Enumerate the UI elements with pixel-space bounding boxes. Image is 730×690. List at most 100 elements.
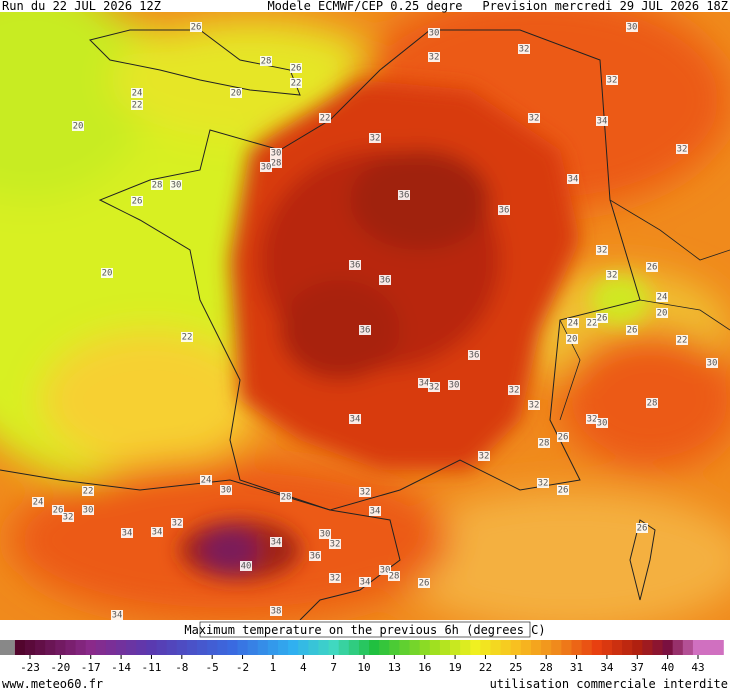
temperature-label: 24 (201, 476, 212, 486)
temperature-label: 26 (558, 486, 569, 496)
label-box (131, 88, 143, 98)
scale-cell (116, 640, 127, 655)
scale-cell (611, 640, 623, 655)
temperature-label: 30 (627, 23, 638, 33)
temperature-label: 28 (389, 572, 400, 582)
scale-cell (136, 640, 147, 655)
label-box (518, 44, 530, 54)
temperature-label: 26 (132, 197, 143, 207)
scale-cell (247, 640, 259, 655)
temperature-label: 30 (380, 566, 391, 576)
scale-cell (267, 640, 279, 655)
label-box (567, 174, 579, 184)
scale-cell (105, 640, 117, 655)
temperature-label: 26 (647, 263, 658, 273)
tick-label: 28 (540, 661, 553, 674)
label-box (596, 418, 608, 428)
label-box (379, 275, 391, 285)
scale-cell (298, 640, 309, 655)
tick-label: 19 (448, 661, 461, 674)
temperature-label: 28 (271, 159, 282, 169)
temperature-label: 32 (519, 45, 530, 55)
label-box (626, 325, 638, 335)
temperature-label: 32 (172, 519, 183, 529)
temperature-label: 34 (122, 529, 133, 539)
temperature-label: 22 (320, 114, 331, 124)
label-box (508, 385, 520, 395)
label-box (72, 121, 84, 131)
temperature-label: 20 (657, 309, 668, 319)
scale-cell (439, 640, 451, 655)
label-box (636, 523, 648, 533)
label-box (557, 485, 569, 495)
scale-cell (571, 640, 583, 655)
label-box (676, 335, 688, 345)
scale-cell (662, 640, 674, 655)
scale-cell (622, 640, 633, 655)
scale-cell (500, 640, 512, 655)
scale-cell (227, 640, 238, 655)
tick-label: 16 (418, 661, 431, 674)
temperature-label: 34 (152, 528, 163, 538)
temperature-label: 34 (112, 611, 123, 621)
color-scale-ticks: -23 -20 -17 -14 -11 -8 -5 -2 1 4 7 10 13 16 19 22 25 28 31… (20, 655, 705, 674)
label-box (359, 325, 371, 335)
scale-cell (318, 640, 330, 655)
label-box (260, 162, 272, 172)
temperature-label: 22 (291, 79, 302, 89)
tick-label: -17 (81, 661, 101, 674)
scale-cell (257, 640, 269, 655)
label-box (230, 88, 242, 98)
label-box (566, 334, 578, 344)
label-box (706, 358, 718, 368)
notice: utilisation commerciale interdite (490, 677, 728, 690)
tick-label: 4 (300, 661, 307, 674)
scale-cell (419, 640, 431, 655)
temperature-label: 34 (350, 415, 361, 425)
temperature-label: 32 (509, 386, 520, 396)
temperature-label: 34 (568, 175, 579, 185)
scale-cell (480, 640, 492, 655)
label-box (52, 505, 64, 515)
tick-label: 25 (509, 661, 522, 674)
temperature-label: 32 (597, 246, 608, 256)
tick-label: -5 (206, 661, 219, 674)
scale-cell (14, 640, 26, 655)
label-box (596, 116, 608, 126)
temperature-label: 26 (291, 64, 302, 74)
temperature-label: 38 (271, 607, 282, 617)
scale-cell (510, 640, 522, 655)
temperature-label: 36 (350, 261, 361, 271)
label-box (151, 180, 163, 190)
temperature-label: 22 (587, 319, 598, 329)
temperature-label: 34 (271, 538, 282, 548)
temperature-label: 32 (330, 540, 341, 550)
tick-label: -14 (111, 661, 131, 674)
label-box (369, 133, 381, 143)
scale-cell (399, 640, 411, 655)
scale-cell (65, 640, 77, 655)
scale-cell (581, 640, 593, 655)
scale-cell (24, 640, 36, 655)
label-box (270, 148, 282, 158)
temperature-label: 32 (429, 383, 440, 393)
scale-cell (277, 640, 289, 655)
temperature-label: 32 (607, 76, 618, 86)
scale-cell (601, 640, 613, 655)
temperature-label: 22 (182, 333, 193, 343)
scale-cell (197, 640, 208, 655)
tick-label: 37 (631, 661, 644, 674)
label-box (538, 438, 550, 448)
scale-cell (348, 640, 360, 655)
tick-label: -2 (236, 661, 249, 674)
label-box (596, 313, 608, 323)
scale-cell (85, 640, 97, 655)
label-box (32, 497, 44, 507)
label-box (428, 382, 440, 392)
temperature-label: 28 (539, 439, 550, 449)
temperature-label: 24 (132, 89, 143, 99)
label-box (656, 308, 668, 318)
temperature-label: 30 (271, 149, 282, 159)
scale-cell (369, 640, 380, 655)
